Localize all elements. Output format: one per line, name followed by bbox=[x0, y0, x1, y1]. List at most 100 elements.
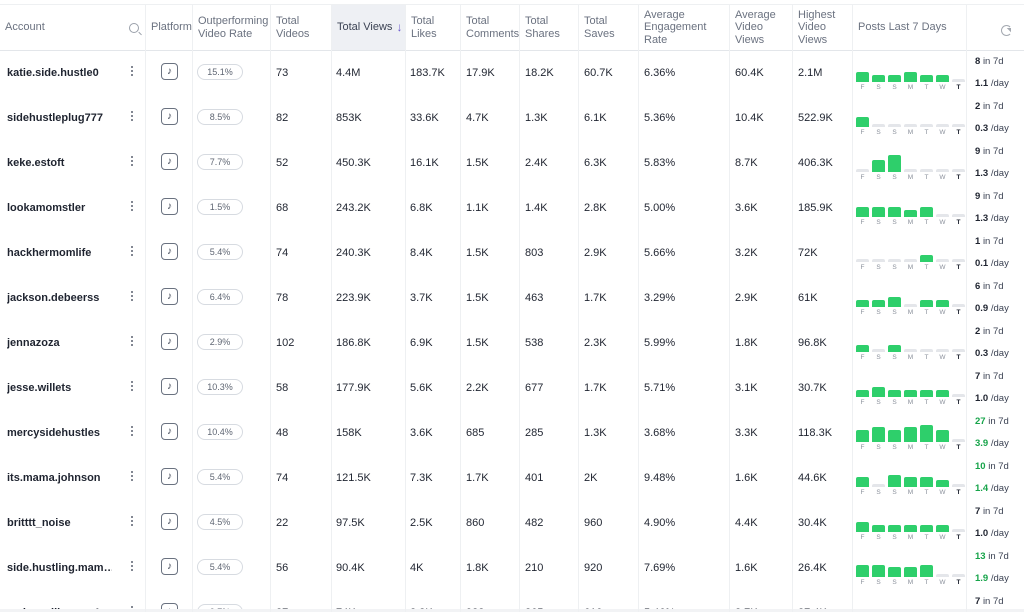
arrow-down-icon[interactable]: ↓ bbox=[396, 20, 403, 35]
kebab-menu-icon[interactable] bbox=[131, 336, 134, 348]
kebab-menu-icon[interactable] bbox=[131, 111, 134, 123]
likes-value: 7.3K bbox=[410, 471, 433, 484]
posts-per-day: 1.0 /day bbox=[975, 528, 1009, 539]
kebab-menu-icon[interactable] bbox=[131, 471, 134, 483]
outperforming-rate-badge: 5.4% bbox=[197, 559, 243, 575]
posts-count-suffix: in 7d bbox=[982, 596, 1004, 607]
kebab-menu-icon[interactable] bbox=[131, 246, 134, 258]
account-name[interactable]: jesse.willets bbox=[7, 381, 72, 394]
shares-value: 210 bbox=[525, 561, 544, 574]
posts-per-day: 0.1 /day bbox=[975, 258, 1009, 269]
table-row[interactable]: keke.estoft ♪ 7.7% 52 450.3K 16.1K 1.5K 2.4K 6.3… bbox=[0, 140, 1024, 185]
column-header-platform[interactable]: Platform bbox=[145, 5, 192, 50]
day-label: T bbox=[956, 354, 961, 361]
day-bar bbox=[904, 169, 917, 172]
table-row[interactable]: its.mama.johnson ♪ 5.4% 74 121.5K 7.3K 1.7K 401… bbox=[0, 455, 1024, 500]
account-name[interactable]: side.hustling.mam… bbox=[7, 561, 112, 574]
table-row[interactable]: side.hustling.mam… ♪ 5.4% 56 90.4K 4K 1.8K 210 9… bbox=[0, 545, 1024, 590]
day-bar bbox=[872, 160, 885, 172]
kebab-menu-icon[interactable] bbox=[131, 201, 134, 213]
account-name[interactable]: its.mama.johnson bbox=[7, 471, 101, 484]
day-label: F bbox=[860, 84, 865, 91]
day-label: S bbox=[876, 534, 881, 541]
horizontal-scrollbar[interactable] bbox=[0, 609, 1024, 612]
table-row[interactable]: jennazoza ♪ 2.9% 102 186.8K 6.9K 1.5K 538 2.3K 5.… bbox=[0, 320, 1024, 365]
column-header-total-saves[interactable]: Total Saves bbox=[578, 5, 638, 50]
saves-value: 2.3K bbox=[584, 336, 607, 349]
kebab-menu-icon[interactable] bbox=[131, 561, 134, 573]
day-bar bbox=[936, 525, 949, 532]
account-name[interactable]: keke.estoft bbox=[7, 156, 65, 169]
table-row[interactable]: sidehustleplug777 ♪ 8.5% 82 853K 33.6K 4.7K 1.3… bbox=[0, 95, 1024, 140]
posts-count-value: 27 bbox=[975, 416, 986, 427]
table-row[interactable]: britttt_noise ♪ 4.5% 22 97.5K 2.5K 860 482 960 4.… bbox=[0, 500, 1024, 545]
refresh-icon[interactable] bbox=[1001, 25, 1012, 36]
kebab-menu-icon[interactable] bbox=[131, 516, 134, 528]
kebab-menu-icon[interactable] bbox=[131, 426, 134, 438]
day-bar bbox=[856, 117, 869, 127]
day-label: T bbox=[924, 219, 929, 226]
column-header-posts-last-7-days[interactable]: Posts Last 7 Days bbox=[852, 5, 1024, 50]
videos-value: 68 bbox=[276, 201, 289, 214]
posts-count: 27 in 7d bbox=[975, 416, 1009, 427]
account-name[interactable]: mercysidehustles bbox=[7, 426, 100, 439]
day-bar bbox=[904, 477, 917, 487]
column-header-outperforming[interactable]: Outperforming Video Rate bbox=[192, 5, 270, 50]
column-divider bbox=[729, 4, 730, 612]
column-header-total-views[interactable]: Total Views ↓ bbox=[331, 5, 405, 50]
outperforming-rate-badge: 2.9% bbox=[197, 334, 243, 350]
account-name[interactable]: britttt_noise bbox=[7, 516, 71, 529]
table-row[interactable]: hackhermomlife ♪ 5.4% 74 240.3K 8.4K 1.5K 803 2.… bbox=[0, 230, 1024, 275]
account-name[interactable]: hackhermomlife bbox=[7, 246, 92, 259]
table-row[interactable]: katie.side.hustle0 ♪ 15.1% 73 4.4M 183.7K 17.9… bbox=[0, 50, 1024, 95]
tiktok-icon: ♪ bbox=[161, 378, 178, 395]
shares-value: 1.4K bbox=[525, 201, 548, 214]
day-bar bbox=[872, 484, 885, 487]
column-header-avg-video-views[interactable]: Average Video Views bbox=[729, 5, 792, 50]
search-icon[interactable] bbox=[129, 23, 139, 33]
column-header-avg-engagement[interactable]: Average Engagement Rate bbox=[638, 5, 729, 50]
engagement-value: 5.83% bbox=[644, 156, 676, 169]
engagement-value: 6.36% bbox=[644, 66, 676, 79]
posts-count-value: 6 bbox=[975, 281, 981, 292]
account-name[interactable]: sidehustleplug777 bbox=[7, 111, 103, 124]
column-header-total-shares[interactable]: Total Shares bbox=[519, 5, 578, 50]
saves-value: 920 bbox=[584, 561, 603, 574]
posts-count-suffix: in 7d bbox=[982, 281, 1004, 292]
column-header-total-videos[interactable]: Total Videos bbox=[270, 5, 331, 50]
day-label: T bbox=[924, 579, 929, 586]
kebab-menu-icon[interactable] bbox=[131, 381, 134, 393]
table-row[interactable]: lookamomstler ♪ 1.5% 68 243.2K 6.8K 1.1K 1.4K 2.… bbox=[0, 185, 1024, 230]
day-bar bbox=[888, 567, 901, 577]
day-label: S bbox=[892, 579, 897, 586]
kebab-menu-icon[interactable] bbox=[131, 291, 134, 303]
account-name[interactable]: jennazoza bbox=[7, 336, 60, 349]
column-divider bbox=[578, 4, 579, 612]
likes-value: 5.6K bbox=[410, 381, 433, 394]
day-bar bbox=[888, 475, 901, 487]
day-label: T bbox=[924, 264, 929, 271]
videos-value: 58 bbox=[276, 381, 289, 394]
day-label: S bbox=[892, 399, 897, 406]
kebab-menu-icon[interactable] bbox=[131, 66, 134, 78]
account-name[interactable]: jackson.debeerss bbox=[7, 291, 100, 304]
day-bar bbox=[856, 345, 869, 352]
column-header-total-comments[interactable]: Total Comments bbox=[460, 5, 519, 50]
account-name[interactable]: katie.side.hustle0 bbox=[7, 66, 99, 79]
likes-value: 183.7K bbox=[410, 66, 445, 79]
table-row[interactable]: jesse.willets ♪ 10.3% 58 177.9K 5.6K 2.2K 677 1.… bbox=[0, 365, 1024, 410]
posts-per-day-suffix: /day bbox=[990, 483, 1009, 494]
column-header-highest-video-views[interactable]: Highest Video Views bbox=[792, 5, 852, 50]
column-header-account[interactable]: Account bbox=[0, 5, 145, 50]
day-bar bbox=[872, 259, 885, 262]
account-name[interactable]: lookamomstler bbox=[7, 201, 86, 214]
column-header-total-likes[interactable]: Total Likes bbox=[405, 5, 460, 50]
day-label: F bbox=[860, 129, 865, 136]
day-label: T bbox=[956, 219, 961, 226]
highest-value: 26.4K bbox=[798, 561, 827, 574]
table-row[interactable]: mercysidehustles ♪ 10.4% 48 158K 3.6K 685 285 1.… bbox=[0, 410, 1024, 455]
kebab-menu-icon[interactable] bbox=[131, 156, 134, 168]
table-row[interactable]: jackson.debeerss ♪ 6.4% 78 223.9K 3.7K 1.5K 463… bbox=[0, 275, 1024, 320]
